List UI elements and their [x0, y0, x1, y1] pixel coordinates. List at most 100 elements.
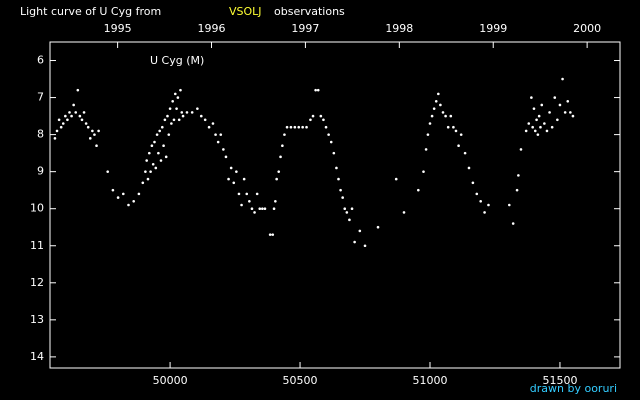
data-point: [285, 125, 289, 129]
data-point: [185, 111, 189, 114]
data-point: [157, 151, 160, 155]
data-point: [145, 159, 148, 162]
data-point: [358, 229, 362, 233]
data-point: [475, 192, 479, 196]
data-point: [424, 148, 428, 151]
data-point: [434, 99, 438, 103]
data-point: [311, 114, 315, 118]
data-point: [196, 107, 199, 110]
y-tick-label: 7: [37, 91, 44, 104]
credit: drawn by ooruri: [530, 382, 617, 395]
data-point: [177, 118, 181, 122]
data-point: [261, 207, 264, 211]
data-point: [179, 88, 182, 92]
data-point: [111, 188, 115, 192]
data-point: [199, 114, 203, 118]
data-point: [91, 129, 94, 133]
data-point: [363, 244, 367, 248]
x-tick-label: 50500: [283, 374, 318, 387]
data-point: [237, 192, 241, 196]
data-point: [537, 114, 541, 118]
data-point: [271, 233, 275, 236]
data-point: [268, 233, 272, 236]
data-point: [511, 222, 515, 225]
data-point: [55, 129, 59, 133]
data-point: [242, 177, 246, 181]
data-point: [121, 192, 125, 196]
data-point: [301, 125, 304, 129]
data-point: [441, 111, 445, 114]
data-point: [561, 77, 564, 81]
data-point: [548, 111, 551, 114]
data-point: [446, 125, 450, 129]
data-point: [535, 118, 538, 122]
data-point: [57, 118, 61, 122]
data-point: [449, 114, 453, 118]
data-point: [158, 129, 161, 133]
data-point: [176, 96, 180, 99]
data-point: [116, 196, 120, 199]
data-point: [132, 199, 135, 203]
x-tick-label: 51000: [413, 374, 448, 387]
data-point: [95, 144, 98, 148]
data-point: [297, 125, 301, 129]
data-point: [332, 151, 336, 155]
data-point: [53, 137, 57, 140]
data-point: [61, 122, 65, 125]
chart-title-source: VSOLJ: [229, 5, 262, 18]
chart-title: Light curve of U Cyg from: [20, 5, 161, 18]
x2-tick-label: 1998: [385, 22, 413, 35]
data-point: [258, 207, 262, 211]
data-point: [235, 170, 238, 173]
data-point: [471, 181, 475, 185]
data-point: [556, 118, 559, 122]
y-tick-label: 14: [30, 350, 44, 363]
data-point: [540, 103, 544, 107]
data-point: [314, 88, 317, 92]
data-point: [151, 162, 155, 166]
data-point: [229, 166, 233, 170]
annotation: U Cyg (M): [150, 54, 204, 67]
data-point: [279, 155, 282, 159]
data-point: [68, 111, 71, 114]
data-point: [173, 92, 177, 96]
data-point: [222, 148, 225, 151]
data-point: [422, 170, 425, 173]
data-point: [203, 118, 207, 122]
data-point: [479, 199, 482, 203]
data-point: [430, 114, 434, 118]
data-point: [263, 207, 267, 211]
data-point: [146, 177, 150, 181]
data-point: [417, 188, 420, 192]
data-point: [459, 133, 463, 136]
data-point: [64, 114, 67, 118]
data-point: [253, 211, 256, 214]
data-point: [141, 181, 145, 185]
data-point: [240, 203, 243, 207]
data-point: [487, 203, 490, 207]
data-point: [437, 92, 440, 96]
data-point: [78, 114, 82, 118]
y-tick-label: 8: [37, 128, 44, 141]
data-point: [175, 107, 178, 110]
data-point: [153, 140, 156, 144]
data-point: [428, 122, 432, 125]
data-point: [305, 125, 308, 129]
data-point: [569, 111, 572, 114]
data-point: [507, 203, 511, 207]
data-point: [82, 111, 86, 114]
data-point: [483, 211, 486, 214]
data-point: [211, 122, 215, 125]
data-point: [350, 207, 354, 211]
data-point: [339, 188, 342, 192]
data-point: [532, 107, 536, 110]
data-point: [402, 211, 406, 214]
data-point: [216, 140, 220, 144]
data-point: [275, 177, 278, 181]
data-point: [227, 177, 230, 181]
data-point: [144, 170, 147, 173]
data-point: [86, 125, 90, 129]
data-point: [563, 111, 567, 114]
x2-tick-label: 1996: [198, 22, 226, 35]
